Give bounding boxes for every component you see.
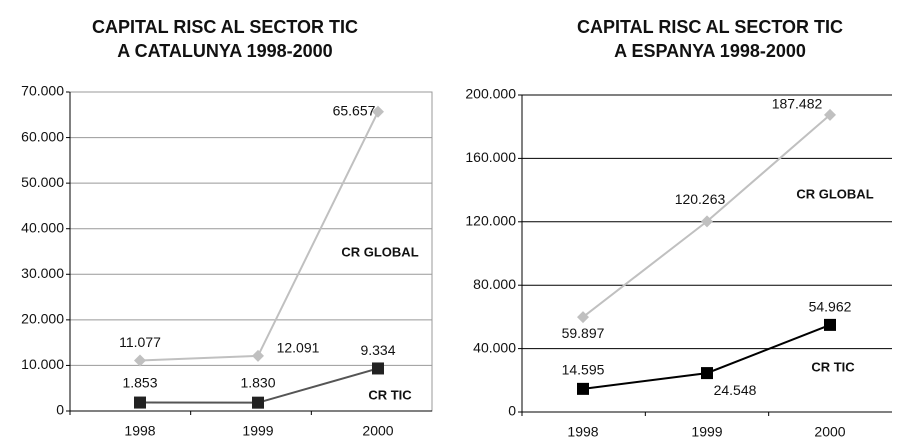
marker xyxy=(701,367,713,380)
y-tick-label: 80.000 xyxy=(473,276,516,292)
marker xyxy=(824,318,836,331)
y-tick-label: 60.000 xyxy=(21,128,64,144)
data-label: 11.077 xyxy=(119,334,161,350)
chart-subtitle: A CATALUNYA 1998-2000 xyxy=(117,41,332,61)
marker xyxy=(577,382,589,395)
chart-title: CAPITAL RISC AL SECTOR TIC xyxy=(92,17,358,37)
series-line xyxy=(582,323,831,390)
data-label: 59.897 xyxy=(562,325,605,341)
data-label: 24.548 xyxy=(714,382,757,398)
data-label: 65.657 xyxy=(333,102,376,118)
x-tick-label: 2000 xyxy=(362,423,393,439)
y-tick-label: 40.000 xyxy=(473,339,516,355)
y-tick-label: 70.000 xyxy=(21,83,64,99)
y-tick-label: 160.000 xyxy=(465,149,516,165)
data-label: 187.482 xyxy=(772,96,823,112)
series-label: CR TIC xyxy=(368,387,412,402)
marker xyxy=(701,215,713,228)
y-tick-label: 20.000 xyxy=(21,311,64,327)
marker xyxy=(134,396,146,409)
data-label: 9.334 xyxy=(360,342,395,358)
x-tick-label: 1999 xyxy=(242,423,273,439)
data-label: 1.830 xyxy=(240,374,275,390)
data-label: 54.962 xyxy=(809,299,852,315)
data-label: 14.595 xyxy=(562,362,605,378)
series-label: CR GLOBAL xyxy=(341,244,418,259)
marker xyxy=(577,311,589,324)
marker xyxy=(372,105,384,118)
series-line xyxy=(139,111,379,362)
series-label: CR GLOBAL xyxy=(796,186,873,201)
y-tick-label: 200.000 xyxy=(465,86,516,102)
x-tick-label: 1998 xyxy=(567,424,598,440)
y-tick-label: 120.000 xyxy=(465,213,516,229)
chart-subtitle: A ESPANYA 1998-2000 xyxy=(614,41,806,61)
chart-title: CAPITAL RISC AL SECTOR TIC xyxy=(577,17,843,37)
y-tick-label: 40.000 xyxy=(21,219,64,235)
y-tick-label: 0 xyxy=(508,403,516,419)
y-tick-label: 30.000 xyxy=(21,265,64,281)
series-label: CR TIC xyxy=(811,359,855,374)
x-tick-label: 1999 xyxy=(691,424,722,440)
data-label: 120.263 xyxy=(675,191,726,207)
marker xyxy=(824,108,836,121)
marker xyxy=(252,396,264,409)
marker xyxy=(372,362,384,375)
marker xyxy=(252,349,264,362)
y-tick-label: 10.000 xyxy=(21,356,64,372)
x-tick-label: 1998 xyxy=(124,423,155,439)
y-tick-label: 50.000 xyxy=(21,174,64,190)
data-label: 12.091 xyxy=(277,340,320,356)
marker xyxy=(134,354,146,367)
x-tick-label: 2000 xyxy=(814,424,845,440)
y-tick-label: 0 xyxy=(56,402,64,418)
data-label: 1.853 xyxy=(122,374,157,390)
